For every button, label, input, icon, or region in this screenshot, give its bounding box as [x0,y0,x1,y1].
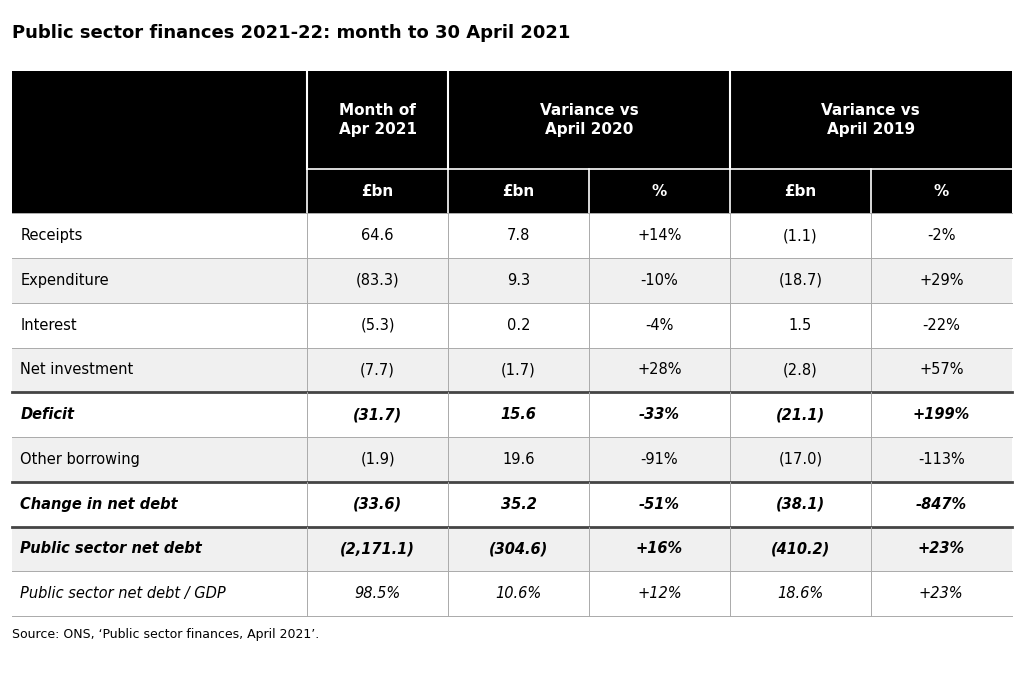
Bar [12,571,1012,616]
Text: 35.2: 35.2 [501,497,537,512]
Bar [12,71,1012,213]
Text: £bn: £bn [784,183,816,199]
Text: -2%: -2% [927,228,955,243]
Text: 18.6%: 18.6% [777,586,823,601]
Text: 7.8: 7.8 [507,228,530,243]
Text: Expenditure: Expenditure [20,273,110,288]
Text: +29%: +29% [919,273,964,288]
Bar [12,303,1012,347]
Text: -33%: -33% [639,407,680,422]
Text: (18.7): (18.7) [778,273,822,288]
Text: -4%: -4% [645,318,674,332]
Text: 0.2: 0.2 [507,318,530,332]
Text: -113%: -113% [918,452,965,467]
Text: %: % [934,183,949,199]
Text: Public sector finances 2021-22: month to 30 April 2021: Public sector finances 2021-22: month to… [12,24,570,42]
Text: +199%: +199% [912,407,970,422]
Text: Public sector net debt: Public sector net debt [20,542,202,556]
Bar [12,392,1012,437]
Text: %: % [652,183,667,199]
Text: Source: ONS, ‘Public sector finances, April 2021’.: Source: ONS, ‘Public sector finances, Ap… [12,628,319,641]
Text: (21.1): (21.1) [776,407,825,422]
Text: +28%: +28% [637,362,682,377]
Text: Other borrowing: Other borrowing [20,452,140,467]
Text: (7.7): (7.7) [360,362,395,377]
Text: +16%: +16% [636,542,683,556]
Text: (83.3): (83.3) [355,273,399,288]
Text: -22%: -22% [923,318,961,332]
Text: (33.6): (33.6) [353,497,402,512]
Text: +12%: +12% [637,586,682,601]
Text: Variance vs
April 2019: Variance vs April 2019 [821,103,921,137]
Bar [12,213,1012,258]
Text: 9.3: 9.3 [507,273,530,288]
Text: +23%: +23% [918,542,965,556]
Text: (38.1): (38.1) [776,497,825,512]
Text: 1.5: 1.5 [788,318,812,332]
Text: Month of
Apr 2021: Month of Apr 2021 [339,103,417,137]
Bar [12,527,1012,571]
Text: Deficit: Deficit [20,407,75,422]
Text: (1.9): (1.9) [360,452,395,467]
Text: Receipts: Receipts [20,228,83,243]
Text: Net investment: Net investment [20,362,134,377]
Text: 10.6%: 10.6% [496,586,542,601]
Text: Public sector net debt / GDP: Public sector net debt / GDP [20,586,226,601]
Text: (304.6): (304.6) [488,542,548,556]
Text: +23%: +23% [919,586,964,601]
Bar [12,482,1012,527]
Text: Variance vs
April 2020: Variance vs April 2020 [540,103,638,137]
Text: (5.3): (5.3) [360,318,395,332]
Bar [12,258,1012,303]
Text: +14%: +14% [637,228,682,243]
Text: -91%: -91% [641,452,678,467]
Text: (17.0): (17.0) [778,452,822,467]
Text: (31.7): (31.7) [353,407,402,422]
Text: Change in net debt: Change in net debt [20,497,178,512]
Text: (2,171.1): (2,171.1) [340,542,415,556]
Text: £bn: £bn [361,183,393,199]
Text: +57%: +57% [919,362,964,377]
Text: 15.6: 15.6 [501,407,537,422]
Text: Interest: Interest [20,318,77,332]
Bar [12,437,1012,482]
Text: (2.8): (2.8) [783,362,818,377]
Text: 98.5%: 98.5% [354,586,400,601]
Text: 64.6: 64.6 [361,228,394,243]
Text: (1.7): (1.7) [501,362,536,377]
Text: -847%: -847% [915,497,967,512]
Text: -10%: -10% [641,273,678,288]
Text: £bn: £bn [503,183,535,199]
Text: 19.6: 19.6 [502,452,535,467]
Text: (410.2): (410.2) [771,542,830,556]
Text: (1.1): (1.1) [783,228,817,243]
Bar [12,347,1012,392]
Text: -51%: -51% [639,497,680,512]
